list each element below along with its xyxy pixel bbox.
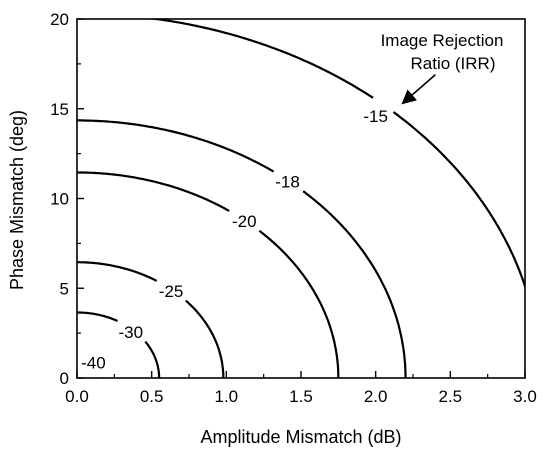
annotation-text-line-2: Ratio (IRR): [410, 54, 495, 73]
contour-line: [77, 171, 230, 212]
x-tick-label: 1.5: [289, 387, 313, 406]
x-tick-label: 2.5: [439, 387, 463, 406]
contour-label: -18: [275, 172, 300, 191]
contour-line: [258, 229, 340, 378]
contour-label: -25: [159, 282, 184, 301]
contour-label: -15: [363, 107, 388, 126]
contour-label: -30: [118, 323, 143, 342]
contour-line: [77, 119, 275, 173]
x-tick-label: 0.5: [140, 387, 164, 406]
irr-annotation: Image Rejection Ratio (IRR): [381, 31, 504, 105]
contour-label: -40: [81, 354, 106, 373]
contour-label: -20: [232, 212, 257, 231]
x-tick-label: 2.0: [364, 387, 388, 406]
y-axis-label: Phase Mismatch (deg): [7, 110, 27, 290]
contour-line: [144, 340, 161, 378]
annotation-arrow: [401, 74, 436, 105]
y-tick-label: 10: [50, 190, 69, 209]
x-axis-label: Amplitude Mismatch (dB): [200, 427, 401, 447]
x-tick-label: 3.0: [513, 387, 537, 406]
annotation-text-line-1: Image Rejection: [381, 31, 504, 50]
contour-line: [147, 19, 374, 99]
x-axis: 0.0 0.5 1.0 1.5 2.0 2.5 3.0: [65, 371, 537, 406]
contour-labels: -40 -30 -25 -20 -18 -15: [81, 107, 388, 373]
y-tick-label: 0: [60, 369, 69, 388]
y-tick-label: 5: [60, 279, 69, 298]
contour-lines: [77, 19, 525, 378]
x-tick-label: 1.0: [215, 387, 239, 406]
contour-line: [185, 299, 225, 378]
contour-line: [392, 111, 525, 290]
y-axis: 0 5 10 15 20: [50, 10, 84, 388]
contour-line: [302, 190, 407, 378]
contour-line: [77, 261, 158, 282]
x-tick-label: 0.0: [65, 387, 89, 406]
y-tick-label: 15: [50, 100, 69, 119]
y-tick-label: 20: [50, 10, 69, 29]
contour-line: [77, 311, 119, 323]
